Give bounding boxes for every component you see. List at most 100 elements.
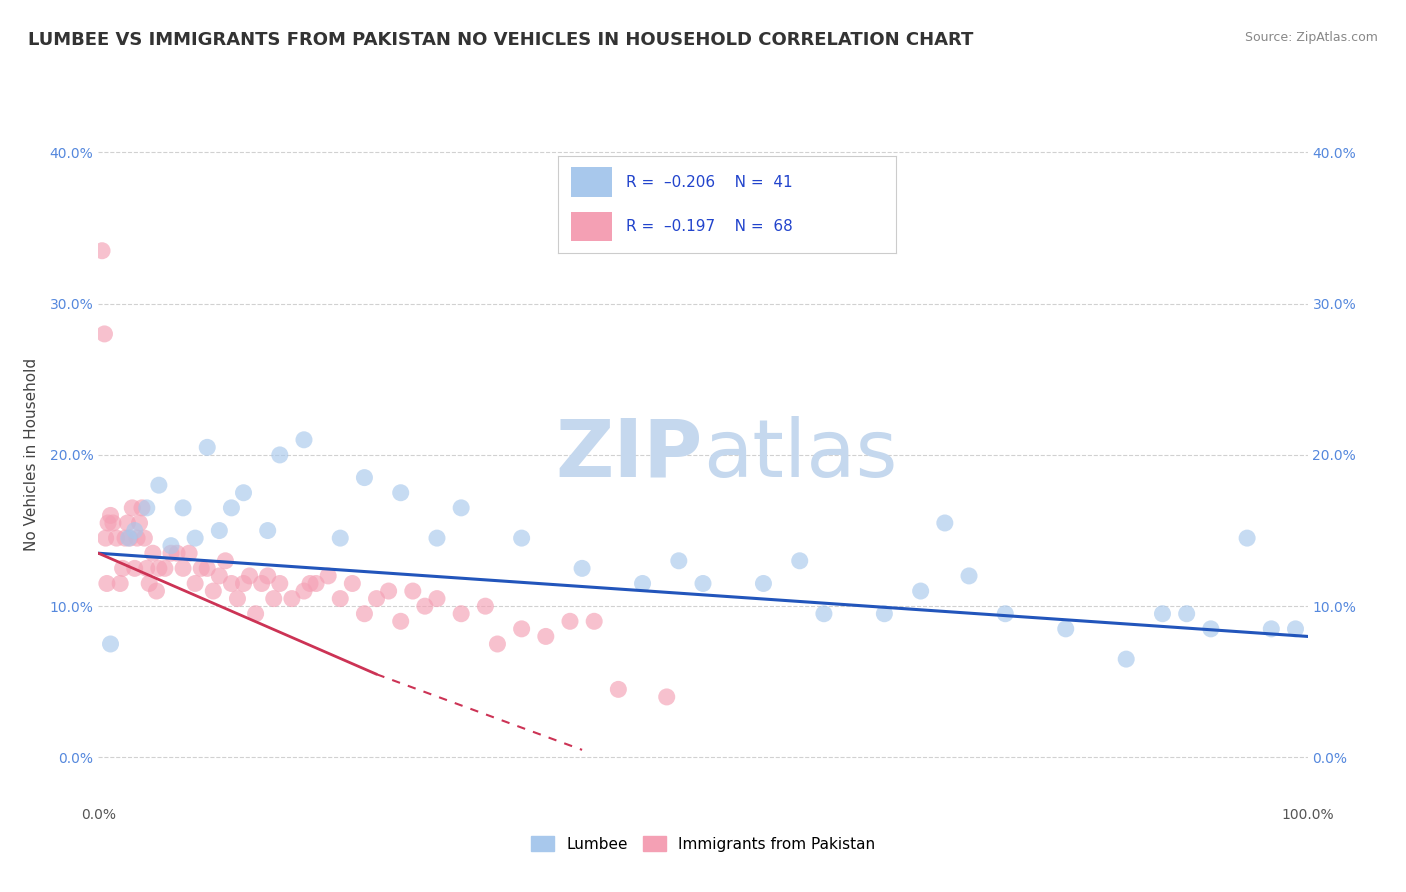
Point [111,561,134,575]
Point [316,569,339,583]
Point [957,569,980,583]
Point [934,516,956,530]
Point [172,500,194,515]
Point [413,599,436,614]
Point [96,576,118,591]
Point [269,576,291,591]
Point [117,516,139,530]
Point [305,576,328,591]
Point [1236,531,1258,545]
Point [108,576,131,591]
Point [1054,622,1077,636]
Point [426,531,449,545]
Point [342,576,364,591]
Point [179,546,201,560]
Point [292,584,315,599]
Point [353,470,375,484]
Point [226,591,249,606]
Point [232,576,254,591]
Point [221,500,243,515]
Point [153,561,176,575]
Y-axis label: No Vehicles in Household: No Vehicles in Household [24,359,38,551]
Point [299,576,322,591]
Text: atlas: atlas [703,416,897,494]
Point [1175,607,1198,621]
Text: LUMBEE VS IMMIGRANTS FROM PAKISTAN NO VEHICLES IN HOUSEHOLD CORRELATION CHART: LUMBEE VS IMMIGRANTS FROM PAKISTAN NO VE… [28,31,973,49]
Point [100,637,122,651]
Point [190,561,212,575]
Point [510,531,533,545]
Point [131,500,153,515]
Point [245,607,267,621]
Point [105,531,128,545]
Point [184,531,207,545]
Point [124,524,146,538]
Point [450,500,472,515]
Point [118,531,141,545]
Point [474,599,496,614]
Point [256,569,278,583]
Point [752,576,775,591]
Point [873,607,896,621]
Point [94,531,117,545]
Point [138,576,160,591]
Point [655,690,678,704]
Point [256,524,278,538]
Point [128,516,150,530]
Point [281,591,304,606]
Point [232,485,254,500]
Point [91,244,114,258]
Point [668,554,690,568]
Point [202,584,225,599]
Point [145,584,167,599]
Point [353,607,375,621]
Point [583,615,606,629]
Point [214,554,236,568]
Text: ZIP: ZIP [555,416,703,494]
Point [292,433,315,447]
Point [221,576,243,591]
Point [389,615,412,629]
Point [124,561,146,575]
Point [208,569,231,583]
Point [607,682,630,697]
Point [402,584,425,599]
Point [250,576,273,591]
Point [994,607,1017,621]
Point [1284,622,1306,636]
Point [93,326,115,341]
Point [692,576,714,591]
Point [329,531,352,545]
Point [127,531,149,545]
Point [121,500,143,515]
Point [571,561,593,575]
Point [184,576,207,591]
Point [1152,607,1174,621]
Point [486,637,509,651]
Point [558,615,581,629]
Point [631,576,654,591]
Point [114,531,136,545]
Point [1260,622,1282,636]
Point [97,516,120,530]
Point [910,584,932,599]
Point [195,441,218,455]
Point [1115,652,1137,666]
Point [135,500,157,515]
Point [1199,622,1222,636]
Point [510,622,533,636]
Point [142,546,165,560]
Point [263,591,285,606]
Point [534,629,557,643]
Point [134,531,156,545]
Text: Source: ZipAtlas.com: Source: ZipAtlas.com [1244,31,1378,45]
Point [160,546,183,560]
Point [426,591,449,606]
Point [100,508,122,523]
Point [148,478,170,492]
Legend: Lumbee, Immigrants from Pakistan: Lumbee, Immigrants from Pakistan [524,830,882,858]
Point [172,561,194,575]
Point [366,591,388,606]
Point [450,607,472,621]
Point [329,591,352,606]
